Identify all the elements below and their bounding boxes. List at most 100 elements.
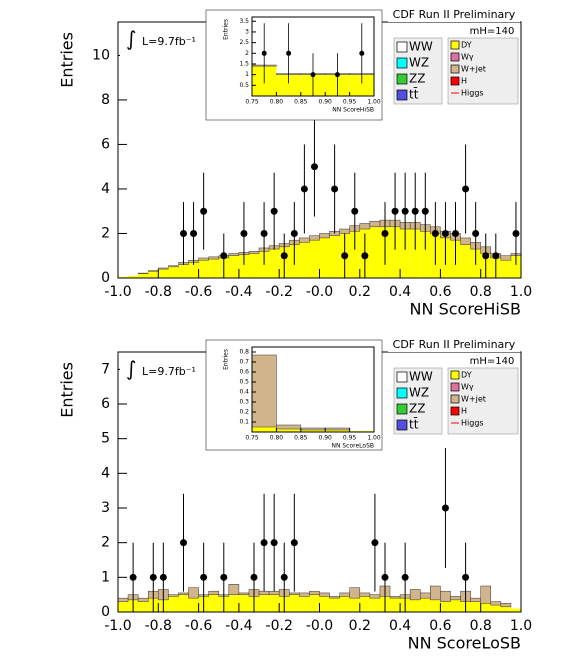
x-tick-label: -1.0 (104, 618, 131, 634)
x-tick-label: 0.8 (470, 618, 492, 634)
legend-swatch (450, 394, 460, 404)
histogram-bar (369, 598, 380, 612)
histogram-bar (319, 237, 330, 278)
histogram-bar (128, 275, 139, 278)
histogram-bar (359, 592, 371, 597)
histogram-bar (470, 601, 481, 612)
histogram-bar (309, 240, 320, 278)
histogram-bar (158, 267, 169, 270)
histogram-bar (460, 244, 471, 278)
histogram-bar (208, 256, 220, 260)
histogram-bar (258, 590, 270, 595)
x-tick-label: 0.2 (349, 618, 371, 634)
histogram-bar (138, 601, 149, 612)
x-tick-label: 1.0 (510, 618, 532, 634)
histogram-bar (500, 606, 511, 612)
y-tick-label: 0.6 (239, 369, 249, 376)
y-tick-label: 0 (101, 270, 110, 286)
histogram-bar (309, 594, 320, 612)
x-tick-label: -0.4 (225, 618, 252, 634)
histogram-bar (188, 262, 199, 278)
histogram-bar (359, 596, 370, 612)
histogram-bar (329, 598, 340, 612)
data-point (334, 72, 340, 78)
histogram-bar (430, 585, 441, 601)
data-point (260, 539, 268, 547)
histogram-bar (248, 253, 260, 278)
x-tick-label: -0.6 (185, 618, 212, 634)
legend-label: DY (461, 371, 472, 380)
x-axis-label: NN ScoreLoSB (331, 443, 374, 450)
histogram-bar (148, 271, 159, 278)
data-point (220, 252, 228, 260)
y-tick-label: 0 (101, 604, 110, 620)
x-tick-label: -0.0 (306, 284, 333, 300)
data-point (421, 207, 429, 215)
data-point (200, 573, 208, 581)
x-tick-label: -0.4 (225, 284, 252, 300)
data-point (179, 539, 187, 547)
x-tick-label: 0.2 (349, 284, 371, 300)
histogram-bar (490, 601, 502, 606)
histogram-bar (168, 266, 179, 278)
data-point (381, 229, 389, 237)
y-tick-label: 0.4 (239, 389, 249, 396)
data-point (331, 185, 339, 193)
histogram-bar (460, 237, 471, 245)
histogram-bar (390, 598, 401, 612)
y-tick-label: 0.3 (239, 399, 249, 406)
annotation: L=9.7fb⁻¹ (142, 35, 196, 48)
lumi-box (120, 354, 200, 392)
y-tick-label: 0.7 (239, 359, 249, 366)
data-point (280, 252, 288, 260)
annotation: mH=140 (470, 356, 515, 367)
chart-title: CDF Run II Preliminary (393, 338, 516, 351)
histogram-bar (339, 592, 350, 597)
x-tick-label: 1.00 (367, 435, 381, 442)
x-axis-label: NN ScoreHiSB (332, 107, 374, 114)
data-point (240, 229, 248, 237)
histogram-bar (319, 592, 330, 597)
histogram-bar (420, 598, 431, 612)
data-point (190, 229, 198, 237)
y-tick-label: 10 (92, 47, 110, 63)
histogram-bar (349, 587, 361, 599)
data-point (129, 573, 137, 581)
integral-sign: ∫ (126, 357, 136, 381)
x-tick-label: -0.8 (145, 284, 172, 300)
data-point (482, 252, 490, 260)
data-point (280, 573, 288, 581)
plot-frame (251, 16, 375, 97)
histogram-bar (500, 255, 512, 261)
x-tick-label: 0.6 (429, 618, 451, 634)
data-point (462, 573, 470, 581)
annotation: L=9.7fb⁻¹ (142, 365, 196, 378)
y-tick-label: 0.5 (239, 379, 249, 386)
legend-swatch (396, 57, 408, 69)
data-point (149, 573, 157, 581)
data-point (341, 252, 349, 260)
histogram-bar (178, 264, 189, 278)
y-tick-label: 0.8 (239, 349, 249, 356)
legend-label: H (461, 407, 467, 416)
histogram-bar (400, 229, 411, 278)
legend-label: WW (409, 370, 433, 384)
histogram-bar (147, 270, 159, 272)
x-axis-label: NN ScoreHiSB (410, 300, 521, 319)
histogram-bar (188, 587, 199, 599)
histogram-bar (259, 594, 270, 612)
histogram-bar (510, 255, 521, 278)
histogram-bar (299, 592, 310, 597)
legend-swatch (450, 382, 460, 392)
histogram-bar (228, 594, 239, 612)
histogram-bar (269, 594, 280, 612)
histogram-bar (299, 237, 310, 243)
histogram-bar (299, 242, 310, 278)
data-point (260, 229, 268, 237)
histogram-bar (420, 592, 431, 599)
title-box (388, 338, 520, 352)
histogram-bar (208, 259, 219, 278)
data-point (179, 229, 187, 237)
annotation: mH=140 (470, 26, 515, 37)
legend-swatch (450, 370, 460, 380)
